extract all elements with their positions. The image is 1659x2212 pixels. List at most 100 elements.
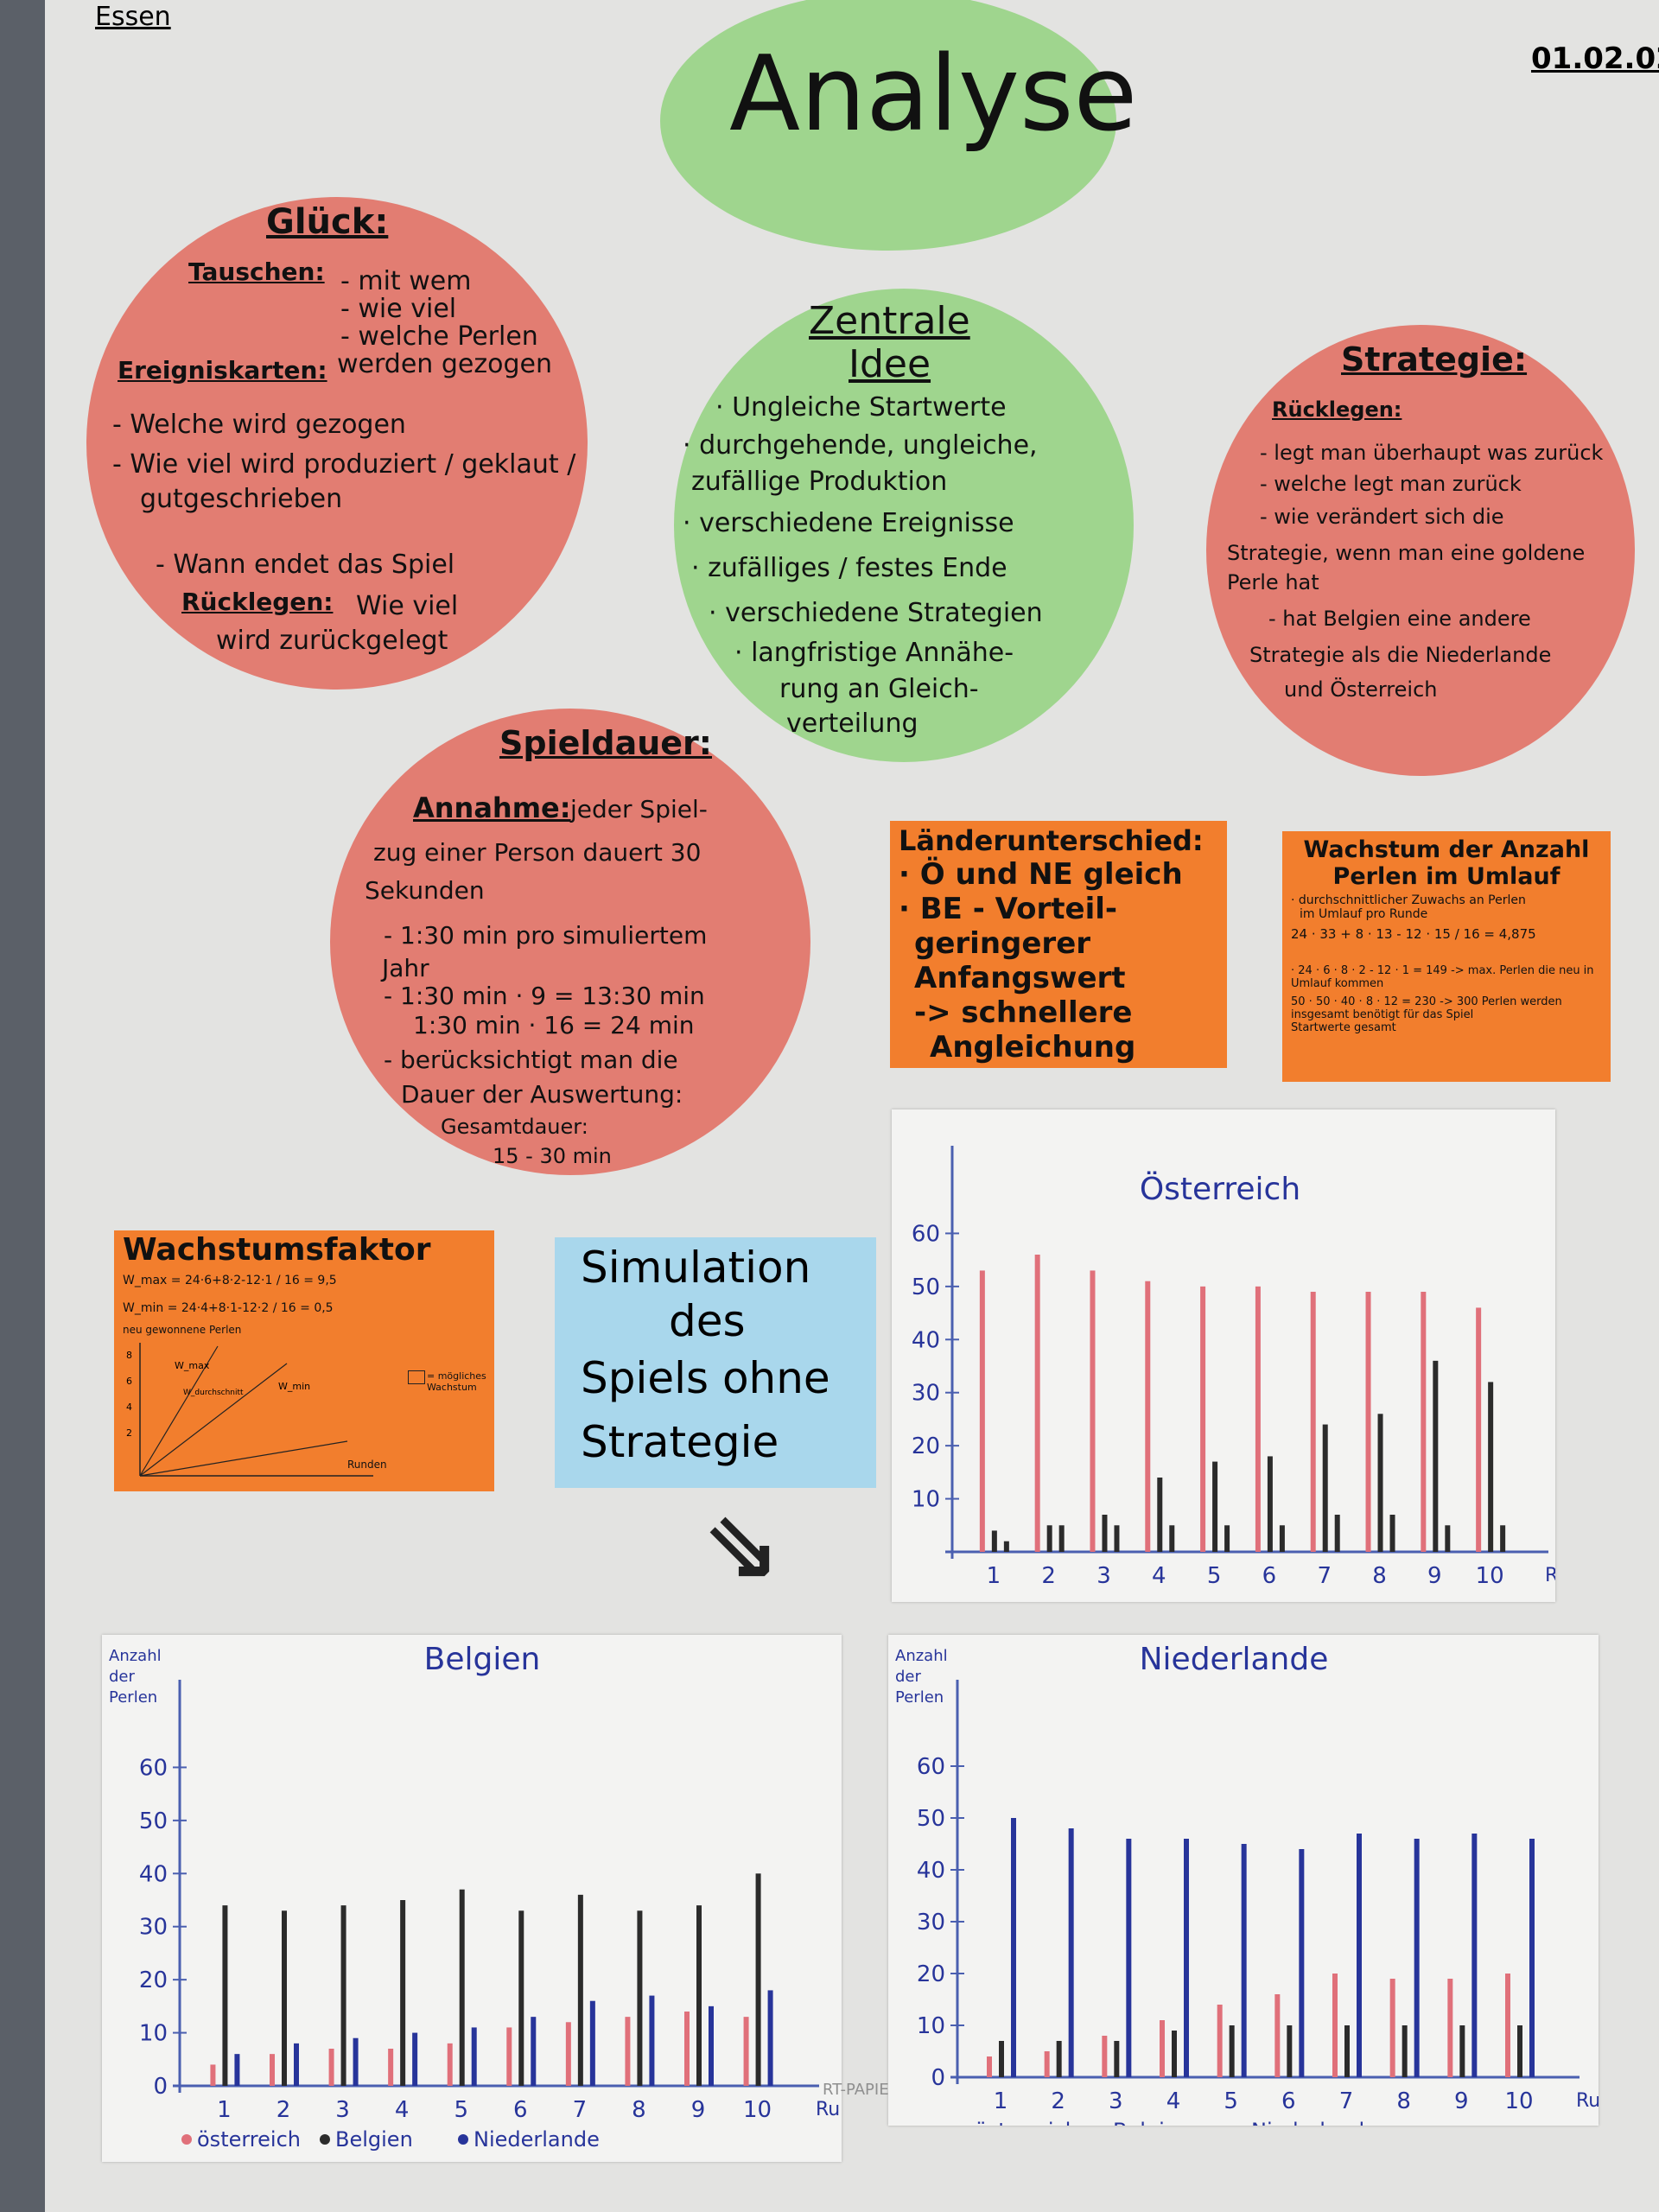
watermark: RT-PAPIER [823,2081,900,2099]
y-tick-label: 40 [139,1861,168,1887]
strategie-item: - legt man überhaupt was zurück [1260,441,1604,465]
y-axis-label: Anzahl [895,1647,948,1665]
x-tick-label: 1 [987,1563,1001,1589]
bar-österreich [625,2017,631,2086]
ruecklegen-label: Rücklegen: [181,588,334,616]
chart-title: Österreich [1140,1171,1300,1207]
wachstumsfaktor-ylabel: neu gewonnene Perlen [123,1324,242,1336]
bar-niederlande [1414,1839,1420,2077]
x-axis-label: Runden [1545,1565,1555,1586]
spieldauer-item: Sekunden [365,876,485,905]
strategie-title: Strategie: [1341,340,1528,378]
y-axis-label: der [109,1668,136,1686]
strategie-item: Strategie als die Niederlande [1249,643,1552,667]
spieldauer-item: Dauer der Auswertung: [401,1080,683,1109]
x-tick-label: 6 [513,2097,528,2123]
bar-belgien [991,1530,997,1552]
y-tick-label: 20 [139,1967,168,1993]
bar-belgien [1102,1515,1108,1552]
y-tick-label: 40 [917,1858,945,1884]
strategie-item: Perle hat [1227,570,1319,594]
bar-belgien [1377,1414,1383,1552]
bar-österreich [1421,1292,1427,1552]
arrow-down-right-icon: ⇘ [702,1490,782,1600]
ruecklegen-text: wird zurückgelegt [216,626,448,656]
wachstumsfaktor-title: Wachstumsfaktor [123,1232,431,1268]
spieldauer-item: 15 - 30 min [493,1144,612,1168]
wachstum-umlauf-title: Wachstum der Anzahl [1303,836,1590,863]
strategie-item: Strategie, wenn man eine goldene [1227,541,1586,565]
y-tick-label: 60 [139,1755,168,1781]
y-axis-label: Perlen [109,1688,157,1707]
spieldauer-item: 1:30 min · 16 = 24 min [413,1011,695,1039]
wmin-label: W_min [278,1381,310,1392]
x-tick-label: 8 [1372,1563,1387,1589]
glueck-title: Glück: [266,202,389,242]
bar-österreich [447,2043,453,2086]
x-tick-label: 10 [743,2097,772,2123]
x-tick-label: 3 [335,2097,350,2123]
bar-niederlande [589,2000,595,2086]
x-tick-label: 2 [1041,1563,1056,1589]
wdurchschnitt-label: W_durchschnitt [183,1389,244,1397]
x-axis-label: Runden [816,2099,842,2120]
bar-belgien [1212,1461,1218,1552]
bar-belgien [222,1905,228,2086]
bar-belgien [400,1900,406,2086]
bar-niederlande [1184,1839,1189,2077]
bar-niederlande [294,2043,299,2086]
legend-label: österreich [197,2127,301,2152]
y-tick-label: 0 [153,2074,168,2100]
chart-oesterreich: Österreich Runden 10 20 30 40 50 60 1 2 3 4 5 6 7 8 9 10 [912,1146,1618,1589]
bar-belgien [755,1873,761,2086]
y-axis-label: Perlen [895,1688,944,1707]
bar-österreich [979,1270,985,1552]
bar-niederlande [412,2032,418,2086]
bar-belgien [1229,2025,1235,2077]
x-tick-label: 9 [1427,1563,1442,1589]
tauschen-label: Tauschen: [188,257,325,286]
y-tick-label: 50 [139,1808,168,1834]
zentrale-item: · langfristige Annähe- [734,638,1014,668]
x-tick-label: 6 [1281,2088,1296,2114]
bar-österreich [1332,1974,1338,2077]
x-tick-label: 1 [217,2097,232,2123]
bar-belgien [1157,1478,1163,1552]
y-tick-label: 20 [912,1433,940,1459]
spieldauer-item: - berücksichtigt man die [384,1046,678,1074]
bar-niederlande [1500,1525,1506,1552]
bar-niederlande [1224,1525,1230,1552]
simulation-line: Simulation [581,1243,811,1293]
bar-belgien [1344,2025,1350,2077]
zentrale-item: · verschiedene Ereignisse [683,508,1014,538]
y-tick-label: 50 [917,1806,945,1832]
x-tick-label: 7 [573,2097,588,2123]
y-tick-label: 20 [917,1961,945,1987]
spielende-item: - Wann endet das Spiel [156,550,455,580]
bar-belgien [1488,1382,1494,1552]
x-tick-label: 3 [1109,2088,1123,2114]
x-tick-label: 10 [1476,1563,1504,1589]
legend-label: Belgien [1113,2119,1191,2126]
y-tick-label: 60 [912,1221,940,1247]
wachstum-umlauf-line: im Umlauf pro Runde [1300,907,1428,921]
svg-text:2: 2 [126,1427,132,1439]
simulation-line: Strategie [581,1417,779,1467]
bar-österreich [210,2064,216,2086]
bar-niederlande [234,2054,240,2086]
laenderunterschied-note: Länderunterschied: · Ö und NE gleich · B… [890,821,1227,1068]
x-tick-label: 2 [276,2097,291,2123]
bar-niederlande [1068,1828,1074,2077]
x-tick-label: 5 [1224,2088,1238,2114]
svg-text:6: 6 [126,1376,132,1387]
strategie-sub: Rücklegen: [1272,397,1402,422]
wachstum-umlauf-line: Startwerte gesamt [1291,1021,1396,1034]
bar-niederlande [1357,1834,1362,2077]
bar-niederlande [1334,1515,1340,1552]
wachstum-umlauf-title: Perlen im Umlauf [1332,863,1560,890]
chart-niederlande-paper: Niederlande Runden Anzahl der Perlen 0 10 20 30 4… [888,1635,1649,2143]
strategie-item: - wie verändert sich die [1260,505,1504,529]
y-tick-label: 60 [917,1754,945,1780]
wachstum-umlauf-line: · durchschnittlicher Zuwachs an Perlen [1291,893,1526,907]
wmax-label: W_max [175,1360,210,1371]
